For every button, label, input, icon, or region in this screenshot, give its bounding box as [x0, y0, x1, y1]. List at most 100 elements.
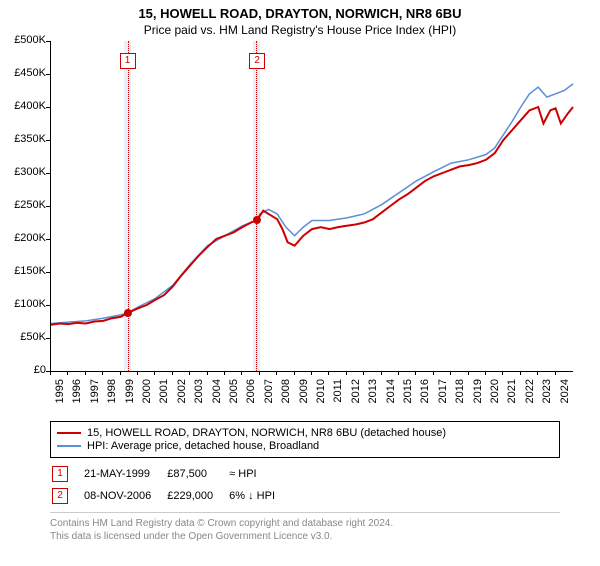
x-axis-label: 2017 [437, 379, 449, 409]
x-axis-label: 2002 [176, 379, 188, 409]
y-axis-label: £250K [6, 199, 46, 211]
y-axis-label: £200K [6, 232, 46, 244]
y-tick [46, 74, 50, 75]
x-tick [259, 371, 260, 375]
x-axis-label: 1997 [89, 379, 101, 409]
legend-label: 15, HOWELL ROAD, DRAYTON, NORWICH, NR8 6… [87, 427, 446, 439]
x-axis-label: 2005 [228, 379, 240, 409]
x-tick [346, 371, 347, 375]
x-axis-label: 2022 [524, 379, 536, 409]
x-axis-label: 2019 [472, 379, 484, 409]
x-tick [224, 371, 225, 375]
x-axis-label: 2000 [141, 379, 153, 409]
legend: 15, HOWELL ROAD, DRAYTON, NORWICH, NR8 6… [50, 421, 560, 458]
x-axis-label: 2014 [385, 379, 397, 409]
y-tick [46, 305, 50, 306]
sale-date: 21-MAY-1999 [84, 464, 165, 484]
x-tick [137, 371, 138, 375]
x-tick [294, 371, 295, 375]
y-axis-label: £0 [6, 364, 46, 376]
sale-row: 208-NOV-2006£229,0006% ↓ HPI [52, 486, 289, 506]
chart-subtitle: Price paid vs. HM Land Registry's House … [0, 23, 600, 37]
sale-marker-dot [124, 309, 132, 317]
x-tick [433, 371, 434, 375]
x-axis-label: 2021 [506, 379, 518, 409]
x-axis-label: 2007 [263, 379, 275, 409]
x-tick [311, 371, 312, 375]
y-axis-label: £400K [6, 100, 46, 112]
x-axis-label: 2020 [489, 379, 501, 409]
x-tick [415, 371, 416, 375]
x-tick [363, 371, 364, 375]
x-tick [120, 371, 121, 375]
x-axis-label: 2016 [419, 379, 431, 409]
x-axis-label: 1998 [106, 379, 118, 409]
sale-price: £87,500 [167, 464, 227, 484]
x-tick [241, 371, 242, 375]
x-tick [189, 371, 190, 375]
y-axis-label: £500K [6, 34, 46, 46]
x-tick [102, 371, 103, 375]
y-axis-label: £50K [6, 331, 46, 343]
x-tick [468, 371, 469, 375]
y-axis-label: £100K [6, 298, 46, 310]
series-hpi [51, 84, 573, 324]
x-axis-label: 2011 [332, 379, 344, 409]
x-tick [398, 371, 399, 375]
legend-item: HPI: Average price, detached house, Broa… [57, 440, 553, 452]
sale-marker-dot [253, 216, 261, 224]
x-tick [502, 371, 503, 375]
x-axis-label: 2010 [315, 379, 327, 409]
legend-swatch [57, 445, 81, 447]
x-axis-label: 2009 [298, 379, 310, 409]
x-axis-label: 1995 [54, 379, 66, 409]
x-tick [85, 371, 86, 375]
sale-delta: ≈ HPI [229, 464, 289, 484]
y-axis-label: £150K [6, 265, 46, 277]
x-tick [276, 371, 277, 375]
chart-title: 15, HOWELL ROAD, DRAYTON, NORWICH, NR8 6… [0, 6, 600, 21]
footer-line-1: Contains HM Land Registry data © Crown c… [50, 517, 560, 530]
x-tick [67, 371, 68, 375]
x-axis-label: 2015 [402, 379, 414, 409]
sale-marker-ref: 2 [52, 488, 68, 504]
x-axis-label: 2013 [367, 379, 379, 409]
y-axis-label: £450K [6, 67, 46, 79]
sale-marker-flag: 2 [249, 53, 265, 69]
x-tick [450, 371, 451, 375]
x-axis-label: 2003 [193, 379, 205, 409]
sale-price: £229,000 [167, 486, 227, 506]
y-tick [46, 140, 50, 141]
x-tick [207, 371, 208, 375]
x-axis-label: 2001 [158, 379, 170, 409]
x-axis-label: 2004 [211, 379, 223, 409]
sale-date: 08-NOV-2006 [84, 486, 165, 506]
y-tick [46, 239, 50, 240]
footer: Contains HM Land Registry data © Crown c… [50, 512, 560, 543]
y-tick [46, 41, 50, 42]
x-tick [555, 371, 556, 375]
y-axis-label: £300K [6, 166, 46, 178]
sale-row: 1 21-MAY-1999£87,500≈ HPI [52, 464, 289, 484]
series-price_paid [51, 107, 573, 325]
y-tick [46, 173, 50, 174]
x-tick [328, 371, 329, 375]
x-axis-label: 1999 [124, 379, 136, 409]
y-axis-label: £350K [6, 133, 46, 145]
y-tick [46, 206, 50, 207]
x-axis-label: 2024 [559, 379, 571, 409]
x-axis-label: 2023 [541, 379, 553, 409]
legend-item: 15, HOWELL ROAD, DRAYTON, NORWICH, NR8 6… [57, 427, 553, 439]
x-axis-label: 2006 [245, 379, 257, 409]
legend-swatch [57, 432, 81, 434]
y-tick [46, 272, 50, 273]
sale-marker-flag: 1 [120, 53, 136, 69]
x-axis-label: 1996 [71, 379, 83, 409]
footer-line-2: This data is licensed under the Open Gov… [50, 530, 560, 543]
y-tick [46, 107, 50, 108]
x-axis-label: 2012 [350, 379, 362, 409]
y-tick [46, 338, 50, 339]
sale-marker-ref: 1 [52, 466, 68, 482]
x-tick [172, 371, 173, 375]
x-tick [50, 371, 51, 375]
